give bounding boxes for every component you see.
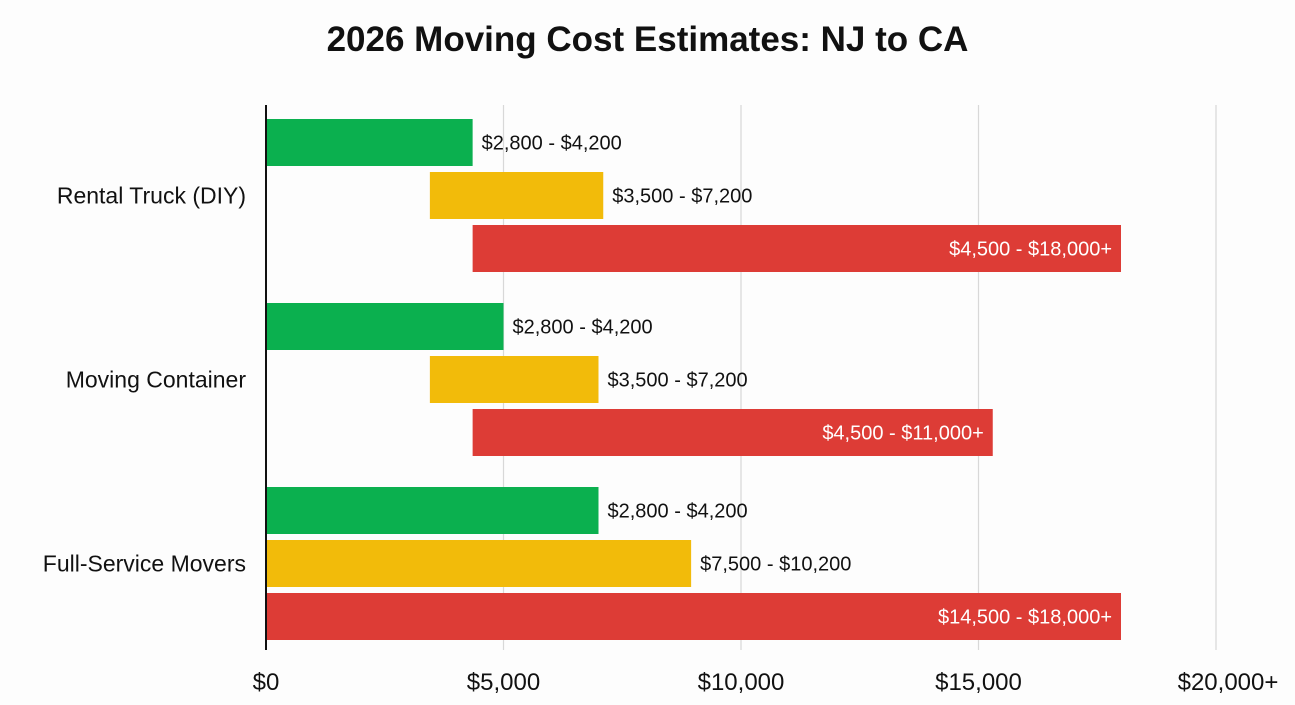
bar	[266, 540, 692, 587]
category-label: Full-Service Movers	[43, 551, 246, 577]
x-tick-label: $0	[253, 669, 280, 696]
data-label: $4,500 - $18,000+	[949, 239, 1112, 261]
x-tick-label: $15,000	[935, 669, 1022, 696]
chart-title: 2026 Moving Cost Estimates: NJ to CA	[326, 20, 969, 59]
bar	[266, 119, 473, 166]
x-tick-label: $10,000	[698, 669, 785, 696]
bar	[266, 593, 1121, 640]
bar	[266, 487, 599, 534]
data-label: $7,500 - $10,200	[700, 554, 851, 576]
data-label: $3,500 - $7,200	[608, 370, 748, 392]
bar	[472, 409, 993, 456]
x-tick-label: $20,000+	[1178, 669, 1279, 696]
category-label: Rental Truck (DIY)	[57, 183, 246, 209]
category-label: Moving Container	[66, 367, 247, 393]
data-label: $14,500 - $18,000+	[938, 607, 1112, 629]
bar	[429, 356, 599, 403]
bar	[472, 225, 1121, 272]
bar	[429, 172, 604, 219]
data-label: $4,500 - $11,000+	[822, 423, 983, 445]
bar	[266, 303, 504, 350]
data-label: $2,800 - $4,200	[608, 501, 748, 523]
data-label: $3,500 - $7,200	[612, 186, 752, 208]
data-label: $2,800 - $4,200	[513, 317, 653, 339]
data-label: $2,800 - $4,200	[482, 133, 622, 155]
x-tick-label: $5,000	[467, 669, 540, 696]
